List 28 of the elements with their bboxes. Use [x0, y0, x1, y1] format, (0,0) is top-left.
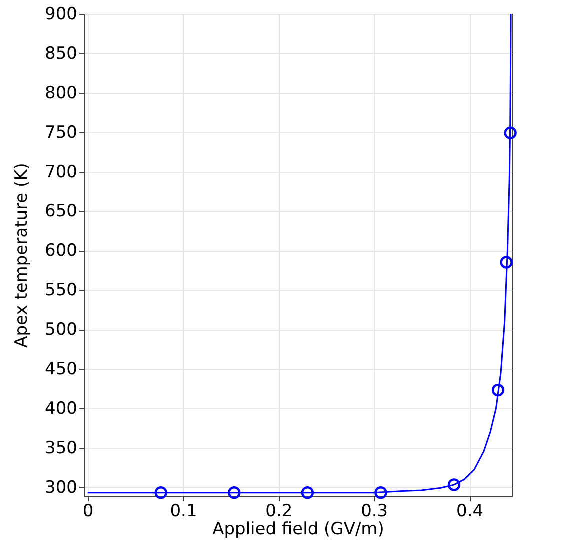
y-tick-label: 750: [45, 122, 78, 143]
point: [301, 486, 314, 500]
y-tick-label: 450: [45, 359, 78, 380]
y-tick-label: 900: [45, 4, 78, 24]
y-axis-title: Apex temperature (K): [12, 163, 32, 348]
point: [504, 126, 517, 140]
y-tick-label: 550: [45, 280, 78, 301]
y-tick-label: 650: [45, 202, 78, 222]
y-tick-label: 600: [45, 241, 78, 262]
point: [448, 478, 461, 492]
y-tick-label: 800: [45, 83, 78, 104]
y-tick-label: 350: [45, 438, 78, 458]
x-tick-label: 0.2: [266, 502, 293, 522]
x-tick-label: 0: [82, 502, 94, 522]
y-tick-label: 400: [45, 398, 78, 419]
y-tick-label: 700: [45, 162, 78, 182]
point: [492, 384, 505, 397]
y-tick-label: 850: [45, 44, 78, 64]
x-tick-label: 0.4: [456, 502, 484, 522]
point: [154, 486, 168, 500]
point: [374, 486, 388, 500]
x-tick-label: 0.1: [170, 502, 198, 522]
x-tick-label: 0.3: [361, 502, 388, 522]
point: [500, 256, 513, 269]
y-tick-label: 500: [45, 320, 78, 340]
point: [228, 486, 241, 500]
y-tick-label: 300: [45, 478, 78, 498]
x-axis-title: Applied field (GV/m): [212, 520, 384, 540]
